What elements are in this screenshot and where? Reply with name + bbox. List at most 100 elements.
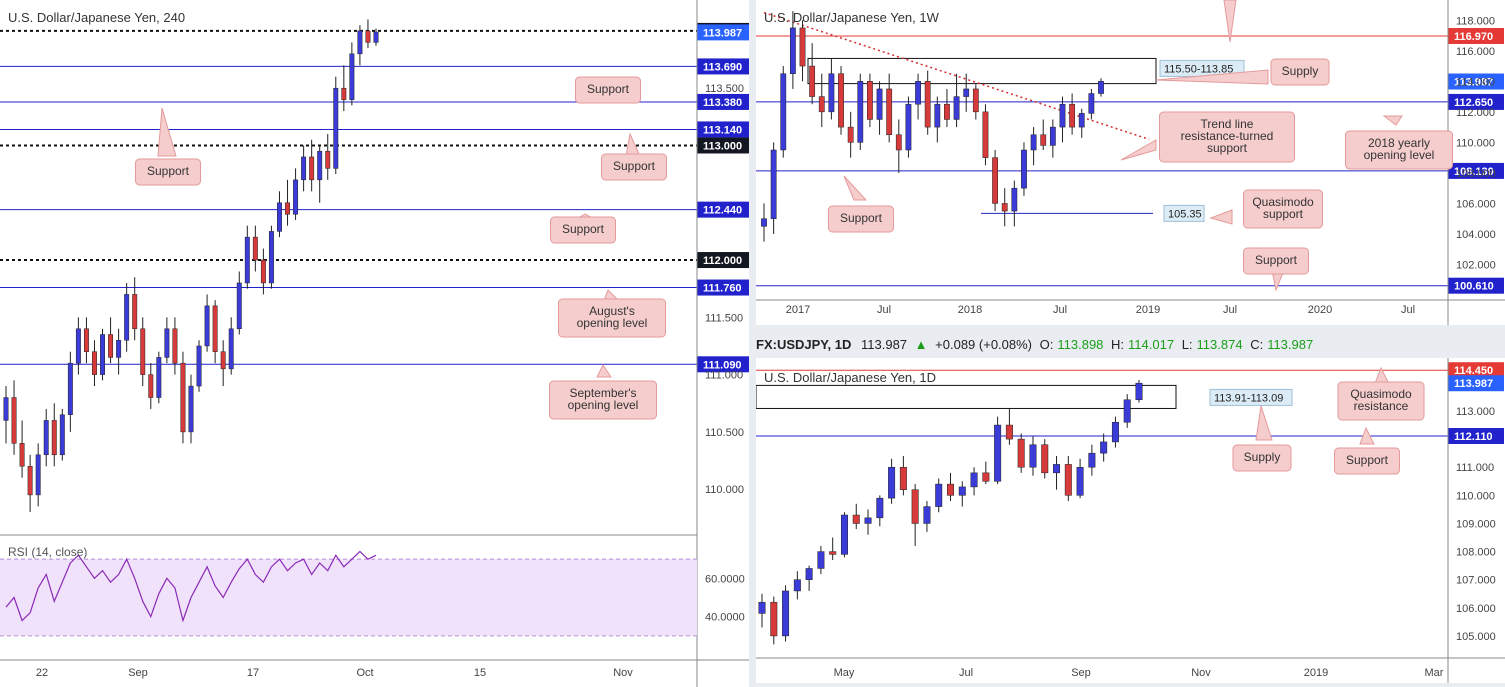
rsi-y-tick-label: 60.0000 — [705, 573, 745, 585]
w1-candle-body — [1069, 103, 1076, 128]
d1-x-tick-label: Nov — [1191, 667, 1211, 679]
w1-callout-text: 2018 yearly — [1368, 136, 1430, 150]
d1-candle-body — [982, 472, 990, 482]
h4-x-tick-label: 15 — [474, 667, 486, 679]
w1-zone-label: 115.50-113.85 — [1164, 63, 1233, 75]
h4-candle-body — [19, 443, 25, 467]
low-value: 113.874 — [1196, 337, 1243, 352]
h4-candle-body — [220, 351, 226, 370]
h4-candle-body — [124, 294, 130, 341]
w1-supply-zone — [807, 57, 1157, 85]
w1-callout-text: opening level — [1364, 148, 1435, 162]
d1-candle-body — [864, 517, 872, 524]
w1-callout-text: resistance-turned — [1181, 129, 1274, 143]
weekly-chart[interactable]: 116.970 113.987 112.650 108.130 100.610 115.5… — [756, 0, 1505, 325]
h4-price-tag-label: 113.140 — [703, 124, 742, 136]
w1-y-tick-label: 108.000 — [1456, 168, 1496, 180]
rsi-label: RSI (14, close) — [8, 545, 88, 559]
h4-chart-title: U.S. Dollar/Japanese Yen, 240 — [8, 10, 186, 25]
h4-candle-body — [260, 259, 266, 284]
w1-candle-body — [886, 88, 893, 135]
d1-candle-body — [970, 472, 978, 488]
h4-candle-body — [212, 305, 218, 352]
h4-candle-body — [83, 328, 89, 352]
h4-candle-body — [35, 454, 41, 496]
h4-chart-panel[interactable]: 114.000113.987113.690113.380113.140113.0… — [0, 0, 749, 687]
h4-callout-pointer — [157, 107, 177, 157]
w1-callout-box — [1243, 189, 1323, 229]
w1-candle-body — [1088, 93, 1095, 114]
h4-callout-text: Support — [147, 164, 190, 178]
w1-candle-body — [895, 134, 902, 151]
h4-price-tag — [697, 252, 749, 269]
symbol-header: FX:USDJPY, 1D 113.987 ▲ +0.089 (+0.08%) … — [756, 337, 1505, 357]
w1-x-tick-label: 2019 — [1136, 304, 1160, 316]
d1-zone-label: 113.91-113.09 — [1214, 392, 1283, 404]
h4-candle-body — [341, 87, 347, 100]
h4-x-tick-label: 17 — [247, 667, 259, 679]
w1-candle-body — [876, 88, 883, 120]
h4-callout-text: opening level — [568, 398, 639, 412]
w1-price-tag-label: 116.970 — [1454, 31, 1493, 43]
d1-candle-body — [817, 551, 825, 569]
d1-y-tick-label: 107.000 — [1456, 575, 1496, 587]
close-value: 113.987 — [1267, 337, 1314, 352]
d1-y-tick-label: 109.000 — [1456, 518, 1496, 530]
w1-x-tick-label: 2017 — [786, 304, 810, 316]
w1-candle-body — [953, 96, 960, 120]
h4-y-tick-label: 111.500 — [705, 312, 743, 324]
w1-x-tick-label: Jul — [1053, 304, 1067, 316]
w1-candle-body — [905, 103, 912, 151]
h4-price-tag — [697, 201, 749, 218]
h4-candle-body — [43, 420, 49, 456]
h4-price-tag — [697, 279, 749, 296]
price-change: +0.089 (+0.08%) — [935, 337, 1033, 352]
open-label: O: — [1039, 337, 1054, 352]
h4-price-tag — [697, 58, 749, 75]
d1-candle-body — [829, 551, 837, 555]
w1-candle-body — [963, 88, 970, 97]
h4-chart[interactable]: 114.000113.987113.690113.380113.140113.0… — [0, 0, 749, 687]
w1-callout-box — [1243, 247, 1309, 275]
d1-candle-body — [1123, 399, 1131, 423]
d1-callout-text: Supply — [1244, 450, 1281, 464]
d1-callout-box — [1334, 447, 1400, 475]
w1-candle-body — [915, 81, 921, 105]
h4-callout-box — [135, 158, 201, 186]
w1-callout-box — [1159, 111, 1295, 163]
w1-candle-body — [924, 81, 931, 128]
d1-candle-body — [793, 579, 801, 592]
w1-candle-body — [1021, 149, 1027, 189]
h4-candle-body — [67, 362, 73, 415]
h4-candle-body — [357, 30, 363, 55]
h4-price-tag-label: 112.440 — [703, 205, 742, 217]
h4-x-tick-label: 22 — [36, 667, 48, 679]
d1-callout-pointer — [1359, 426, 1375, 445]
daily-chart-panel[interactable]: 114.450 113.987 112.110 113.91-113.09 113.00… — [756, 358, 1505, 683]
w1-y-tick-label: 112.000 — [1456, 107, 1495, 119]
w1-callout-pointer — [1382, 115, 1403, 126]
d1-x-tick-label: May — [834, 667, 855, 679]
h4-y-tick-label: 110.000 — [705, 484, 744, 496]
h4-candle-body — [51, 420, 57, 456]
w1-candle-body — [944, 103, 950, 120]
h4-price-tag — [697, 93, 749, 110]
d1-candle-body — [852, 514, 860, 524]
d1-price-tag — [1448, 362, 1504, 379]
h4-price-tag-label: 113.380 — [703, 97, 742, 109]
d1-price-tag-label: 113.987 — [1454, 378, 1493, 390]
w1-price-tag — [1448, 277, 1504, 294]
h4-y-tick-label: 110.500 — [705, 427, 744, 439]
weekly-chart-panel[interactable]: 116.970 113.987 112.650 108.130 100.610 115.5… — [756, 0, 1505, 325]
d1-candle-body — [1076, 466, 1084, 496]
w1-price-tag — [1448, 162, 1504, 179]
h4-candle-body — [293, 179, 299, 215]
d1-candle-body — [1017, 438, 1025, 468]
h4-candle-body — [172, 328, 178, 364]
d1-price-tag-label: 114.450 — [1454, 365, 1493, 377]
d1-candle-body — [958, 486, 966, 496]
h4-candle-body — [188, 385, 194, 433]
d1-candle-body — [1041, 444, 1049, 474]
w1-candle-body — [1098, 81, 1104, 94]
